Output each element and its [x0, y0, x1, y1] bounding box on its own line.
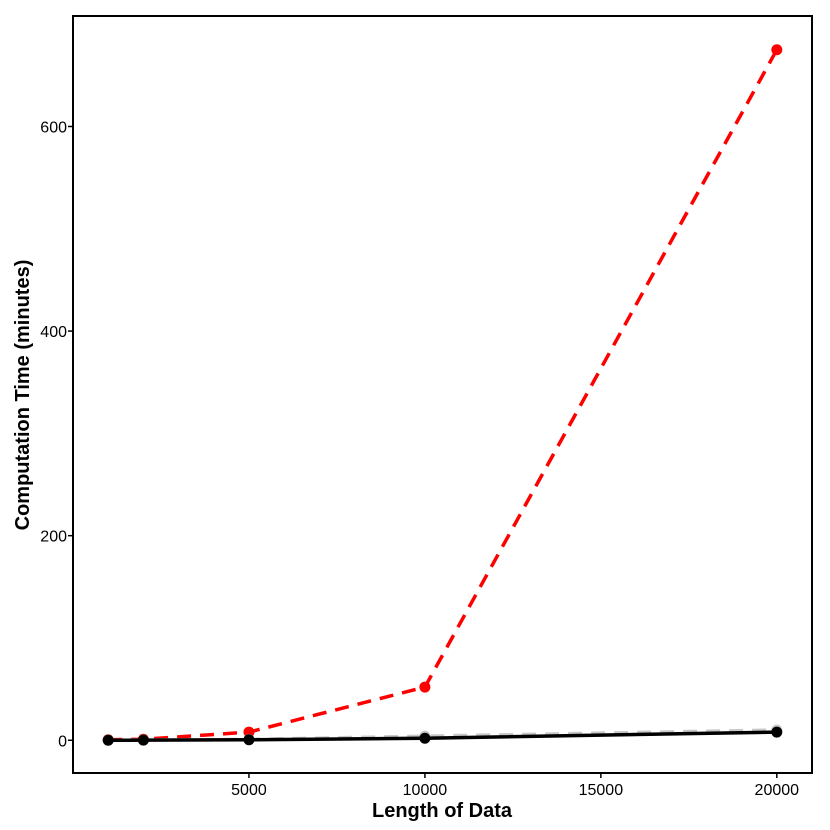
x-tick-label: 5000: [231, 782, 267, 799]
plot-panel: [72, 15, 813, 774]
y-tick-label: 600: [40, 119, 67, 136]
x-tick-label: 20000: [755, 782, 800, 799]
y-tick-label: 400: [40, 324, 67, 341]
y-axis-title: Computation Time (minutes): [12, 260, 34, 531]
y-tick-label: 0: [58, 733, 67, 750]
series-layer: [102, 44, 783, 746]
x-axis-title: Length of Data: [372, 800, 513, 822]
series-point-3: [243, 734, 255, 746]
y-axis: 0 200 400 600: [40, 119, 73, 750]
y-tick-label: 200: [40, 529, 67, 546]
series-point-3: [771, 726, 783, 738]
series-point-1: [771, 44, 783, 56]
series-point-3: [102, 734, 114, 746]
x-tick-label: 10000: [403, 782, 448, 799]
series-point-3: [419, 732, 431, 744]
series-point-3: [137, 734, 149, 746]
x-axis: 5000 10000 15000 20000: [231, 773, 799, 799]
series-point-1: [419, 681, 431, 693]
x-tick-label: 15000: [579, 782, 624, 799]
